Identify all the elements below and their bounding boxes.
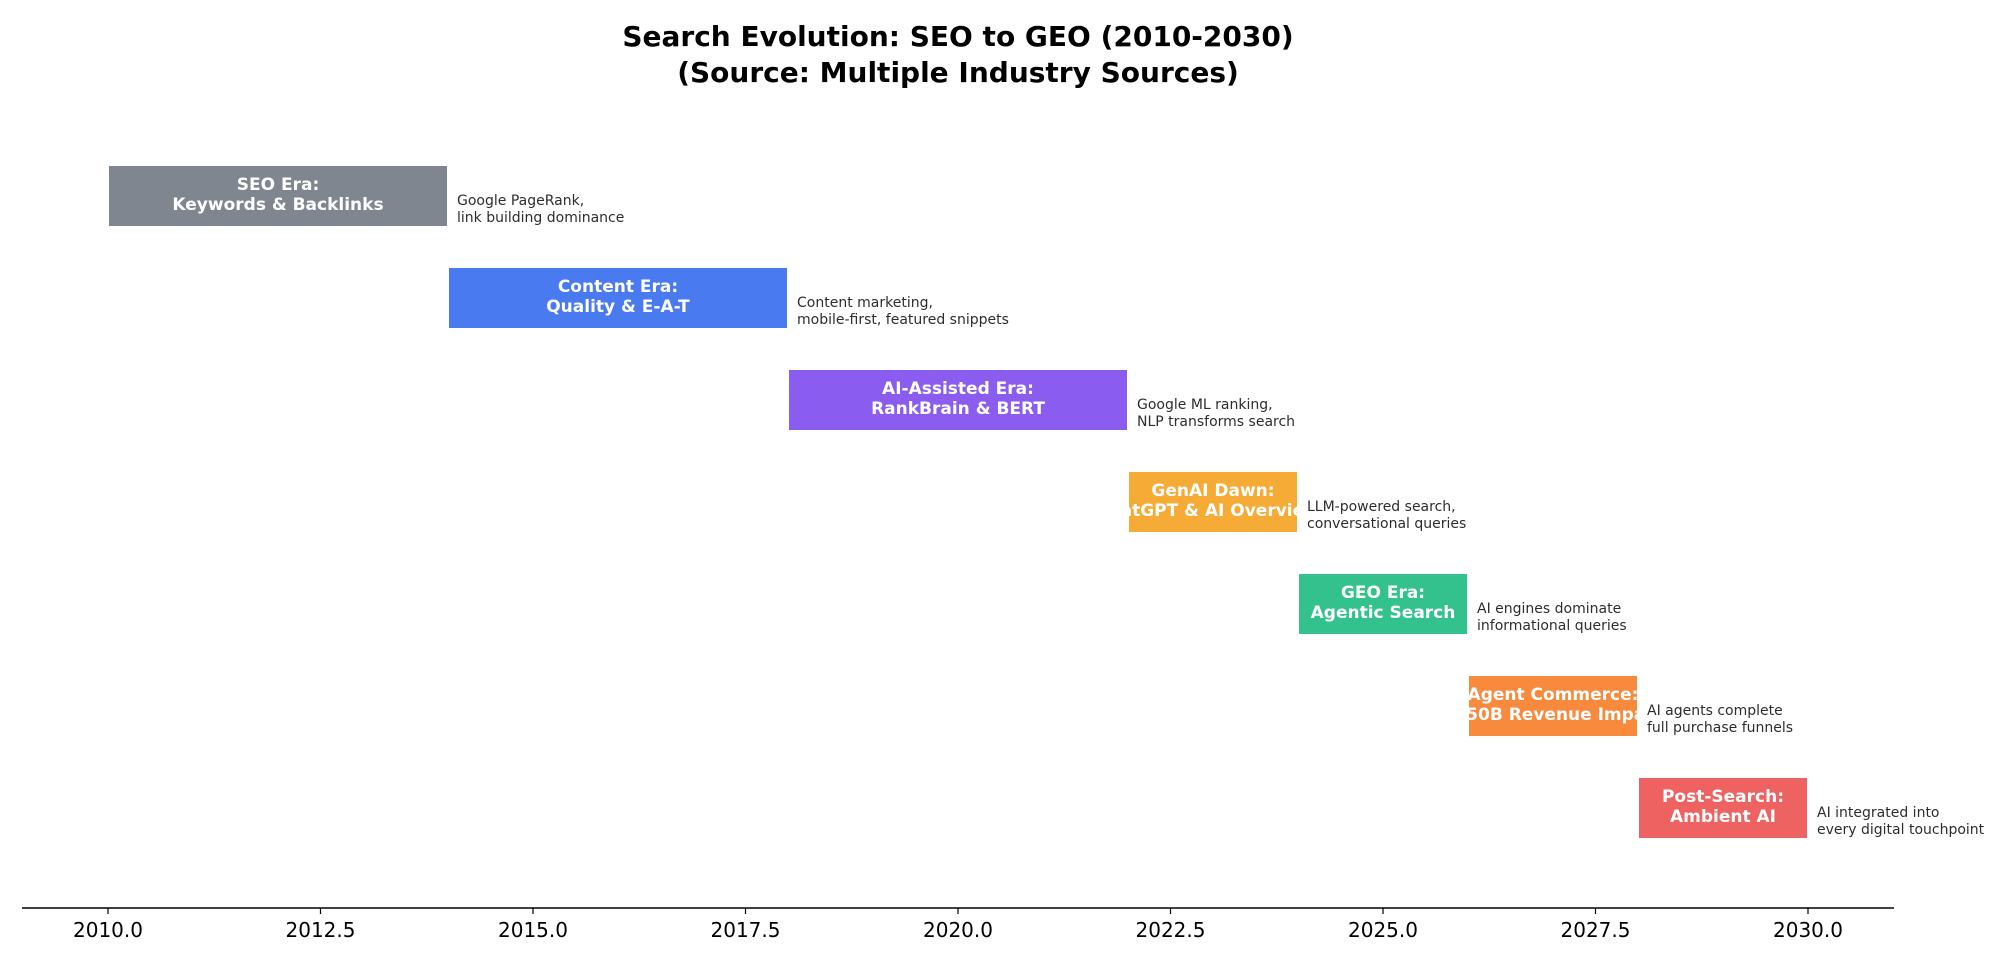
era-note-line2: NLP transforms search [1137, 414, 1295, 430]
era-label-line1: Post-Search: [1662, 787, 1784, 807]
era-label-line1: GEO Era: [1341, 583, 1425, 603]
chart-subtitle: (Source: Multiple Industry Sources) [677, 56, 1239, 89]
x-tick-label: 2025.0 [1348, 918, 1418, 942]
era-bar [1299, 574, 1467, 634]
chart-title: Search Evolution: SEO to GEO (2010-2030) [622, 20, 1293, 53]
era-note-line2: informational queries [1477, 618, 1627, 634]
era-label-line1: Content Era: [558, 277, 678, 297]
era-label-line1: GenAI Dawn: [1151, 481, 1274, 501]
era-1: Content Era:Quality & E-A-T Content marke… [449, 268, 1009, 328]
era-bar [109, 166, 447, 226]
era-note-line1: AI integrated into [1817, 805, 1940, 821]
era-note-line1: LLM-powered search, [1307, 499, 1456, 515]
era-4: GEO Era:Agentic Search AI engines dominat… [1299, 574, 1627, 634]
era-2: AI-Assisted Era:RankBrain & BERT Google M… [789, 370, 1295, 430]
era-note-line1: AI agents complete [1647, 703, 1783, 719]
x-tick-label: 2010.0 [73, 918, 143, 942]
era-bar [449, 268, 787, 328]
era-note-line2: every digital touchpoint [1817, 822, 1985, 838]
x-tick-label: 2030.0 [1773, 918, 1843, 942]
era-label-line2: Quality & E-A-T [546, 297, 690, 317]
era-6: Post-Search:Ambient AI AI integrated into… [1639, 778, 1985, 838]
era-label-line2: RankBrain & BERT [871, 399, 1045, 419]
era-note-line2: conversational queries [1307, 516, 1466, 532]
era-bar [1129, 472, 1297, 532]
era-label-line2: Ambient AI [1670, 807, 1776, 827]
era-bar [789, 370, 1127, 430]
era-3: GenAI Dawn:ChatGPT & AI OverviewsLLM-pow… [1096, 472, 1466, 532]
era-note-line1: Content marketing, [797, 295, 933, 311]
x-tick-label: 2022.5 [1136, 918, 1206, 942]
era-bar [1639, 778, 1807, 838]
x-tick-label: 2012.5 [286, 918, 356, 942]
era-bar [1469, 676, 1637, 736]
era-label-line2: ChatGPT & AI Overviews [1096, 501, 1330, 521]
x-tick-label: 2027.5 [1561, 918, 1631, 942]
era-label-line2: $750B Revenue Impact [1443, 705, 1664, 725]
era-label-line1: AI-Assisted Era: [882, 379, 1034, 399]
x-tick-label: 2017.5 [711, 918, 781, 942]
era-note-line2: link building dominance [457, 210, 624, 226]
era-label-line2: Agentic Search [1311, 603, 1456, 623]
era-label-line1: Agent Commerce: [1468, 685, 1639, 705]
era-label-line1: SEO Era: [237, 175, 320, 195]
era-bars: SEO Era:Keywords & Backlinks Google PageR… [109, 166, 1985, 838]
era-note-line1: Google PageRank, [457, 193, 584, 209]
x-tick-label: 2020.0 [923, 918, 993, 942]
era-note-line2: full purchase funnels [1647, 720, 1793, 736]
era-label-line2: Keywords & Backlinks [172, 195, 383, 215]
era-note-line1: Google ML ranking, [1137, 397, 1273, 413]
era-note-line2: mobile-first, featured snippets [797, 312, 1009, 328]
x-tick-label: 2015.0 [498, 918, 568, 942]
x-axis: 2010.0 2012.5 2015.0 2017.5 2020.0 2022.5 2025… [22, 907, 1894, 942]
era-note-line1: AI engines dominate [1477, 601, 1621, 617]
era-0: SEO Era:Keywords & Backlinks Google PageR… [109, 166, 624, 226]
